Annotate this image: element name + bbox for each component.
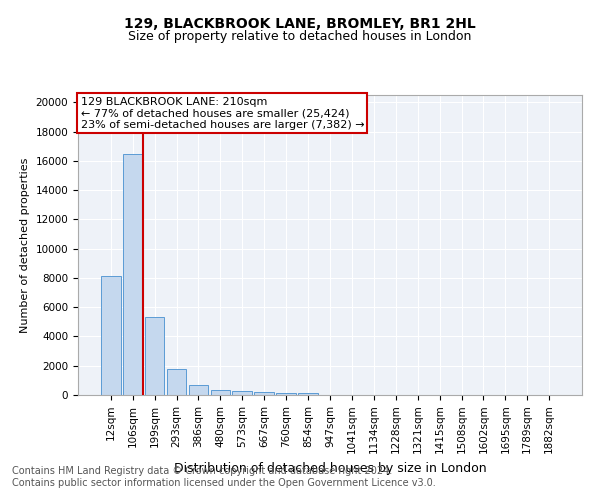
Bar bbox=[232, 391, 252, 395]
Bar bbox=[298, 393, 318, 395]
Bar bbox=[145, 318, 164, 395]
Bar bbox=[123, 154, 143, 395]
Bar bbox=[254, 392, 274, 395]
X-axis label: Distribution of detached houses by size in London: Distribution of detached houses by size … bbox=[173, 462, 487, 475]
Y-axis label: Number of detached properties: Number of detached properties bbox=[20, 158, 30, 332]
Text: 129, BLACKBROOK LANE, BROMLEY, BR1 2HL: 129, BLACKBROOK LANE, BROMLEY, BR1 2HL bbox=[124, 18, 476, 32]
Bar bbox=[276, 392, 296, 395]
Bar bbox=[167, 370, 187, 395]
Text: Size of property relative to detached houses in London: Size of property relative to detached ho… bbox=[128, 30, 472, 43]
Bar bbox=[211, 390, 230, 395]
Text: Contains HM Land Registry data © Crown copyright and database right 2024.: Contains HM Land Registry data © Crown c… bbox=[12, 466, 392, 476]
Text: Contains public sector information licensed under the Open Government Licence v3: Contains public sector information licen… bbox=[12, 478, 436, 488]
Bar bbox=[101, 276, 121, 395]
Text: 129 BLACKBROOK LANE: 210sqm
← 77% of detached houses are smaller (25,424)
23% of: 129 BLACKBROOK LANE: 210sqm ← 77% of det… bbox=[80, 96, 364, 130]
Bar bbox=[188, 385, 208, 395]
